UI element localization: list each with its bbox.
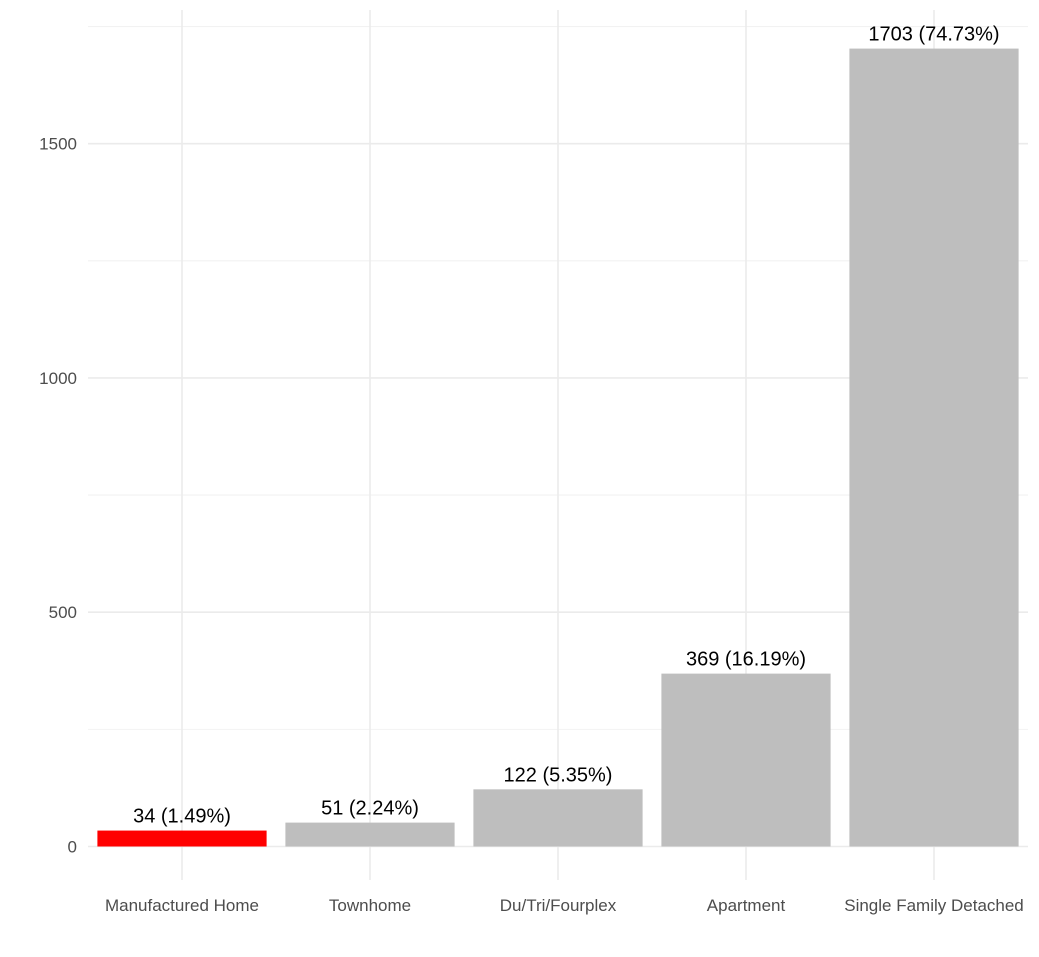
bars	[97, 48, 1019, 847]
y-tick-label: 500	[49, 603, 77, 622]
bar	[285, 822, 455, 847]
x-tick-label: Townhome	[329, 896, 411, 915]
x-tick-label: Single Family Detached	[844, 896, 1024, 915]
bar	[473, 789, 643, 847]
data-label: 1703 (74.73%)	[868, 24, 999, 46]
data-label: 34 (1.49%)	[133, 806, 231, 828]
axis-labels: 0 500 1000 1500 Manufactured Home Townhome Du/…	[39, 135, 1024, 915]
y-tick-label: 1000	[39, 369, 77, 388]
data-label: 369 (16.19%)	[686, 649, 806, 671]
data-label: 51 (2.24%)	[321, 798, 419, 820]
x-tick-label: Manufactured Home	[105, 896, 259, 915]
bar	[661, 673, 831, 847]
bar	[97, 830, 267, 847]
bar	[849, 48, 1019, 847]
x-tick-label: Du/Tri/Fourplex	[500, 896, 617, 915]
data-labels: 34 (1.49%) 51 (2.24%) 122 (5.35%) 369 (16.1…	[133, 24, 1000, 828]
data-label: 122 (5.35%)	[504, 764, 613, 786]
y-tick-label: 1500	[39, 135, 77, 154]
x-tick-label: Apartment	[707, 896, 786, 915]
y-tick-label: 0	[68, 838, 77, 857]
